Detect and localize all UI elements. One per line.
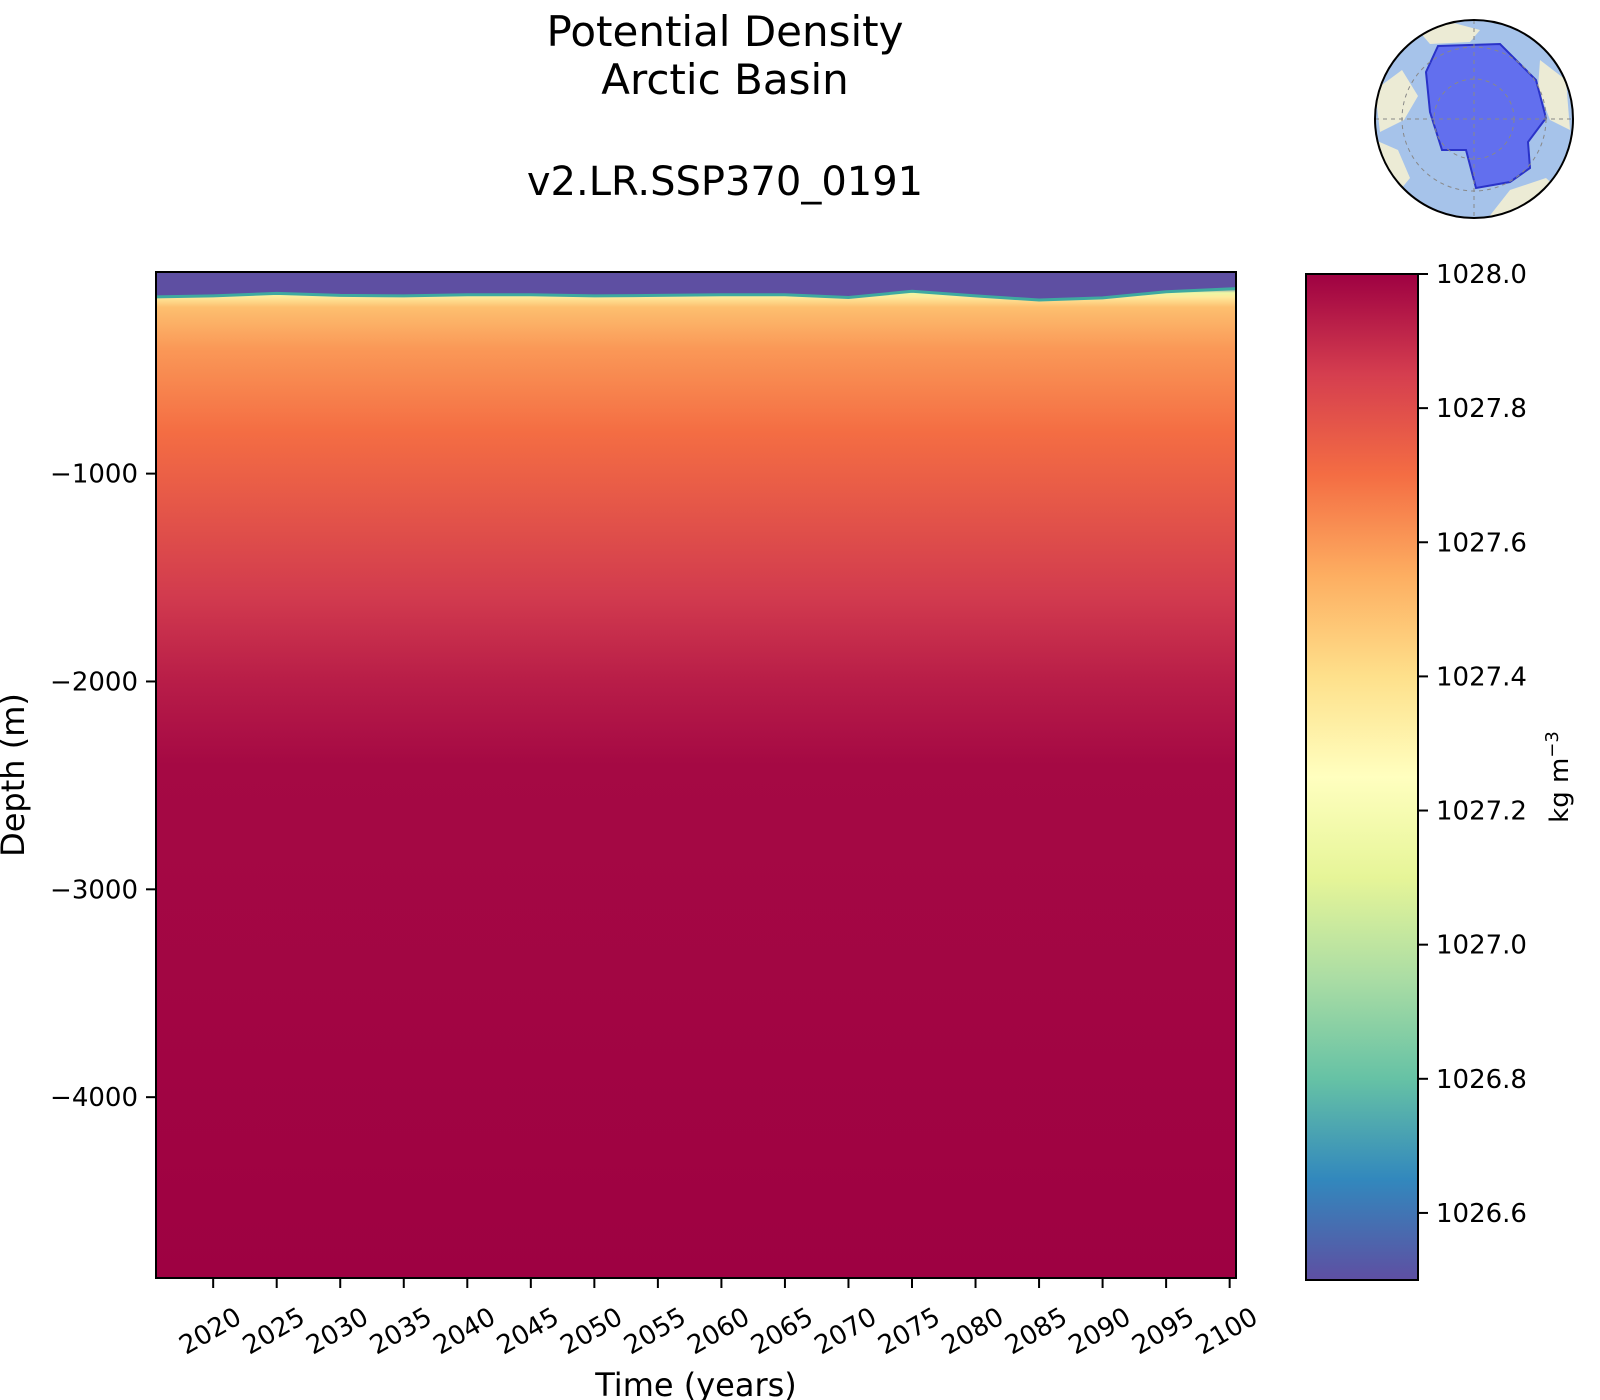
- x-axis-ticks: 2020202520302035204020452050205520602065…: [174, 1278, 1263, 1361]
- y-tick-label: −3000: [50, 875, 138, 905]
- x-axis-label: Time (years): [594, 1366, 797, 1400]
- x-tick-label: 2020: [174, 1302, 246, 1361]
- x-tick-label: 2080: [937, 1302, 1009, 1361]
- chart-title: Potential Density: [546, 7, 904, 56]
- y-axis-ticks: −1000 −2000 −3000 −4000: [50, 460, 156, 1113]
- x-tick-label: 2055: [619, 1302, 691, 1361]
- y-axis-label: Depth (m): [0, 693, 32, 857]
- y-tick-label: −1000: [50, 460, 138, 490]
- x-tick-label: 2040: [428, 1302, 500, 1361]
- colorbar-tick-label: 1027.4: [1436, 662, 1527, 692]
- colorbar-label: kg m−3: [1542, 731, 1575, 823]
- colorbar-tick-label: 1026.8: [1436, 1065, 1527, 1095]
- plot-frame: [155, 271, 1237, 1279]
- chart-subtitle: v2.LR.SSP370_0191: [526, 159, 924, 205]
- x-tick-label: 2025: [238, 1302, 310, 1361]
- x-tick-label: 2035: [365, 1302, 437, 1361]
- colorbar-tick-label: 1027.8: [1436, 394, 1527, 424]
- x-tick-label: 2095: [1127, 1302, 1199, 1361]
- colorbar-tick-label: 1027.0: [1436, 931, 1527, 961]
- pycnocline-edge: [156, 287, 1236, 302]
- colorbar: [1305, 273, 1419, 1281]
- x-tick-label: 2065: [746, 1302, 818, 1361]
- y-tick-label: −4000: [50, 1083, 138, 1113]
- polar-region-map-icon: [1374, 19, 1574, 219]
- x-tick-label: 2060: [683, 1302, 755, 1361]
- x-tick-label: 2085: [1000, 1302, 1072, 1361]
- colorbar-ticks: 1028.0 1027.8 1027.6 1027.4 1027.2 1027.0 1026…: [1418, 260, 1527, 1229]
- y-tick-label: −2000: [50, 667, 138, 697]
- x-tick-label: 2030: [301, 1302, 373, 1361]
- x-tick-label: 2100: [1191, 1302, 1263, 1361]
- density-field: [156, 272, 1236, 1278]
- surface-low-density-layer: [156, 272, 1236, 299]
- colorbar-tick-label: 1027.6: [1436, 528, 1527, 558]
- colorbar-tick-label: 1026.6: [1436, 1199, 1527, 1229]
- x-tick-label: 2070: [810, 1302, 882, 1361]
- x-tick-label: 2050: [556, 1302, 628, 1361]
- colorbar-tick-label: 1028.0: [1436, 260, 1527, 290]
- x-tick-label: 2045: [492, 1302, 564, 1361]
- x-tick-label: 2090: [1064, 1302, 1136, 1361]
- colorbar-tick-label: 1027.2: [1436, 797, 1527, 827]
- x-tick-label: 2075: [873, 1302, 945, 1361]
- chart-region: Arctic Basin: [601, 55, 849, 104]
